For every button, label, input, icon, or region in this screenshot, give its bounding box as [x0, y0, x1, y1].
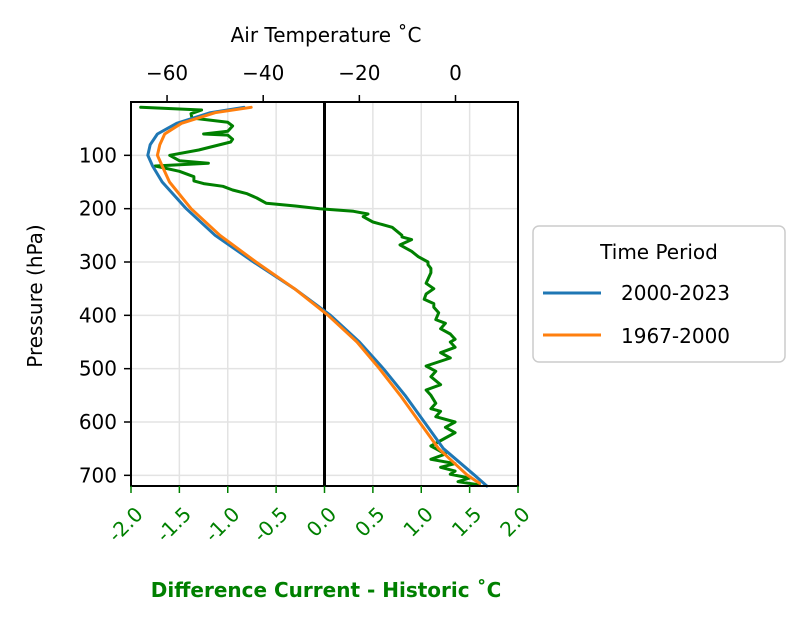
legend-box [532, 225, 786, 363]
series-line-2000-2023 [146, 105, 489, 488]
y-tick-label: 600 [79, 410, 117, 434]
x-top-tick-label: −60 [146, 61, 188, 85]
x-top-tick-label: −40 [242, 61, 284, 85]
y-tick-label: 300 [79, 250, 117, 274]
bottom-axis-label: Difference Current - Historic ˚C [151, 578, 502, 602]
x-bottom-tick-label: -1.5 [151, 502, 196, 547]
y-tick-label: 100 [79, 143, 117, 167]
difference-axis: -2.0 -1.5 -1.0 -0.5 0.0 0.5 1.0 1.5 2.0 [103, 486, 535, 547]
x-bottom-tick-label: -1.0 [200, 502, 245, 547]
x-bottom-tick-label: 0.0 [302, 502, 341, 541]
x-top-tick-label: −20 [338, 61, 380, 85]
x-bottom-tick-label: 0.5 [350, 502, 389, 541]
x-bottom-tick-label: -0.5 [248, 502, 293, 547]
x-bottom-tick-label: -2.0 [103, 502, 148, 547]
y-tick-label: 200 [79, 197, 117, 221]
x-bottom-tick-label: 2.0 [495, 502, 534, 541]
x-bottom-tick-label: 1.0 [398, 502, 437, 541]
y-tick-label: 500 [79, 357, 117, 381]
legend-label-1967-2000: 1967-2000 [621, 324, 730, 348]
legend-title: Time Period [599, 240, 718, 264]
x-bottom-tick-label: 1.5 [447, 502, 486, 541]
series-line-1967-2000 [155, 105, 481, 485]
temperature-axis: −60 −40 −20 0 [146, 61, 462, 102]
x-top-tick-label: 0 [449, 61, 462, 85]
top-axis-label: Air Temperature ˚C [231, 23, 422, 47]
legend: Time Period 2000-2023 1967-2000 [532, 225, 786, 363]
y-tick-label: 400 [79, 303, 117, 327]
pressure-axis: 100 200 300 400 500 600 700 [79, 143, 131, 487]
y-tick-label: 700 [79, 463, 117, 487]
series-line-difference [139, 105, 481, 487]
series-layer [139, 105, 489, 488]
legend-label-2000-2023: 2000-2023 [621, 281, 730, 305]
y-axis-label: Pressure (hPa) [23, 224, 47, 367]
